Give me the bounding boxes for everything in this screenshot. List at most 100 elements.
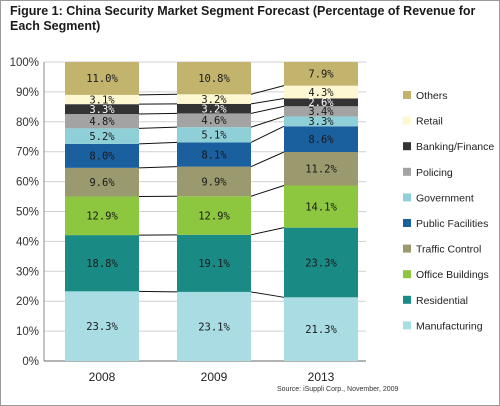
- chart-source-note: Source: iSuppli Corp., November, 2009: [277, 386, 399, 393]
- bar-segment-traffic-control: [177, 166, 251, 197]
- bar-segment-office-buildings: [284, 185, 358, 228]
- bar-segment-manufacturing: [284, 297, 358, 361]
- data-label: 11.2%: [305, 164, 337, 176]
- bar-segment-public-facilities: [284, 126, 358, 152]
- data-label: 5.2%: [89, 131, 115, 143]
- y-tick-label: 70%: [16, 147, 39, 159]
- bar-segment-office-buildings: [177, 196, 251, 235]
- bar-segment-policing: [65, 114, 139, 129]
- segment-connector-line: [250, 105, 285, 114]
- data-label: 19.1%: [198, 258, 230, 270]
- bar-segment-manufacturing: [177, 291, 251, 361]
- y-tick-label: 100%: [10, 57, 39, 69]
- legend-label: Public Facilities: [416, 218, 488, 230]
- bar-segment-others: [177, 62, 251, 95]
- bar-segment-retail: [65, 94, 139, 105]
- data-label: 7.9%: [308, 69, 334, 81]
- bar-segment-office-buildings: [65, 196, 139, 236]
- data-label: 10.8%: [198, 73, 230, 85]
- x-tick-label: 2009: [201, 370, 228, 384]
- legend-swatch: [403, 270, 411, 279]
- data-label: 23.3%: [86, 321, 118, 333]
- data-label: 3.1%: [89, 94, 115, 106]
- segment-connector-line: [250, 85, 285, 95]
- bar-segment-retail: [284, 85, 358, 99]
- legend-swatch: [403, 321, 411, 330]
- legend-swatch: [403, 295, 411, 304]
- legend-label: Others: [416, 90, 448, 102]
- legend-label: Policing: [416, 167, 453, 179]
- data-label: 21.3%: [305, 324, 337, 336]
- bar-segment-residential: [177, 234, 251, 292]
- bar-segment-policing: [284, 106, 358, 117]
- segment-connector-line: [250, 185, 285, 197]
- data-label: 4.3%: [308, 87, 334, 99]
- y-tick-label: 0%: [22, 356, 39, 368]
- data-label: 5.1%: [201, 130, 227, 142]
- legend-swatch: [403, 142, 411, 151]
- data-label: 8.0%: [89, 151, 115, 163]
- data-label: 3.2%: [201, 94, 227, 106]
- bar-segment-government: [284, 116, 358, 127]
- segment-connector-line: [138, 141, 178, 145]
- bar-segment-manufacturing: [65, 291, 139, 361]
- data-label: 4.6%: [201, 115, 227, 127]
- data-label: 3.2%: [201, 103, 227, 115]
- segment-connector-line: [250, 227, 285, 236]
- data-label: 8.6%: [308, 134, 334, 146]
- segment-connector-line: [138, 112, 178, 115]
- bar-segment-public-facilities: [177, 142, 251, 167]
- segment-connector-line: [250, 125, 285, 143]
- bar-segment-banking-finance: [177, 103, 251, 114]
- y-tick-label: 10%: [16, 326, 39, 338]
- y-tick-label: 50%: [16, 207, 39, 219]
- bar-segment-banking-finance: [65, 104, 139, 115]
- y-tick-label: 90%: [16, 87, 39, 99]
- data-label: 3.3%: [89, 104, 115, 116]
- bar-segment-others: [65, 62, 139, 95]
- bar-segment-government: [65, 128, 139, 144]
- data-label: 3.4%: [308, 106, 334, 118]
- bar-segment-retail: [177, 94, 251, 104]
- data-label: 23.3%: [305, 257, 337, 269]
- legend-label: Government: [416, 192, 474, 204]
- segment-connector-line: [138, 290, 178, 293]
- data-label: 8.1%: [201, 149, 227, 161]
- x-tick-label: 2013: [308, 370, 335, 384]
- legend-swatch: [403, 219, 411, 227]
- data-label: 9.9%: [201, 176, 227, 188]
- bar-segment-residential: [65, 235, 139, 292]
- data-label: 18.8%: [86, 258, 118, 270]
- bar-segment-public-facilities: [65, 143, 139, 168]
- data-label: 12.9%: [198, 210, 230, 222]
- y-tick-label: 40%: [16, 236, 39, 248]
- legend-swatch: [403, 244, 411, 253]
- legend-label: Residential: [416, 295, 468, 307]
- y-tick-label: 20%: [16, 296, 39, 308]
- data-label: 3.3%: [308, 116, 334, 128]
- segment-connector-line: [138, 93, 178, 96]
- bar-segment-traffic-control: [284, 151, 358, 186]
- y-tick-label: 60%: [16, 177, 39, 189]
- legend-swatch: [403, 193, 411, 202]
- legend-label: Retail: [416, 116, 443, 128]
- legend-label: Banking/Finance: [416, 141, 494, 153]
- segment-connector-line: [138, 126, 178, 129]
- segment-connector-line: [138, 166, 178, 169]
- data-label: 14.1%: [305, 201, 337, 213]
- legend-label: Manufacturing: [416, 320, 483, 332]
- chart-title: Figure 1: China Security Market Segment …: [10, 4, 476, 33]
- data-label: 4.8%: [89, 116, 115, 128]
- bar-segment-others: [284, 62, 358, 86]
- bar-segment-residential: [284, 227, 358, 298]
- data-label: 9.6%: [89, 177, 115, 189]
- legend-swatch: [403, 167, 411, 176]
- data-label: 23.1%: [198, 321, 230, 333]
- bar-segment-traffic-control: [65, 167, 139, 197]
- legend-label: Office Buildings: [416, 269, 489, 281]
- y-tick-label: 30%: [16, 266, 39, 278]
- x-tick-label: 2008: [89, 370, 116, 384]
- bar-segment-policing: [177, 113, 251, 128]
- segment-connector-line: [250, 291, 285, 298]
